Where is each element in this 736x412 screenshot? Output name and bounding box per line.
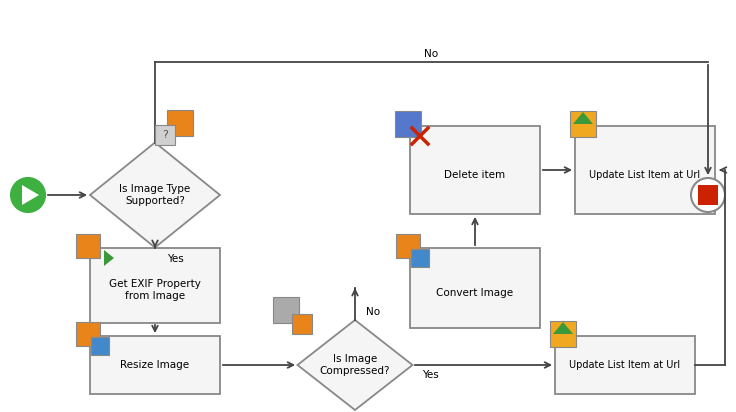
FancyBboxPatch shape: [570, 111, 596, 137]
FancyBboxPatch shape: [292, 314, 312, 334]
Circle shape: [11, 178, 45, 212]
FancyBboxPatch shape: [90, 248, 220, 323]
Text: Is Image
Compressed?: Is Image Compressed?: [319, 354, 390, 376]
FancyBboxPatch shape: [555, 336, 695, 394]
Polygon shape: [90, 143, 220, 248]
Text: Resize Image: Resize Image: [121, 360, 190, 370]
Text: Yes: Yes: [166, 254, 183, 264]
Polygon shape: [104, 250, 114, 266]
FancyBboxPatch shape: [76, 322, 100, 346]
Text: Delete item: Delete item: [445, 170, 506, 180]
FancyBboxPatch shape: [396, 234, 420, 258]
Text: Yes: Yes: [422, 370, 439, 380]
FancyBboxPatch shape: [410, 126, 540, 214]
Polygon shape: [22, 185, 39, 205]
Text: ?: ?: [162, 130, 168, 140]
Polygon shape: [573, 112, 593, 124]
Text: No: No: [424, 49, 438, 59]
Text: Get EXIF Property
from Image: Get EXIF Property from Image: [109, 279, 201, 301]
Circle shape: [691, 178, 725, 212]
FancyBboxPatch shape: [155, 125, 175, 145]
FancyBboxPatch shape: [550, 321, 576, 347]
Text: Is Image Type
Supported?: Is Image Type Supported?: [119, 184, 191, 206]
FancyBboxPatch shape: [411, 249, 429, 267]
FancyBboxPatch shape: [575, 126, 715, 214]
Text: No: No: [366, 307, 380, 317]
Text: Update List Item at Url: Update List Item at Url: [590, 170, 701, 180]
FancyBboxPatch shape: [91, 337, 109, 355]
FancyBboxPatch shape: [167, 110, 193, 136]
Text: Update List Item at Url: Update List Item at Url: [570, 360, 681, 370]
Polygon shape: [553, 322, 573, 334]
Polygon shape: [297, 320, 412, 410]
FancyBboxPatch shape: [76, 234, 100, 258]
Text: Convert Image: Convert Image: [436, 288, 514, 298]
FancyBboxPatch shape: [90, 336, 220, 394]
FancyBboxPatch shape: [273, 297, 299, 323]
FancyBboxPatch shape: [698, 185, 718, 205]
FancyBboxPatch shape: [410, 248, 540, 328]
FancyBboxPatch shape: [395, 111, 421, 137]
